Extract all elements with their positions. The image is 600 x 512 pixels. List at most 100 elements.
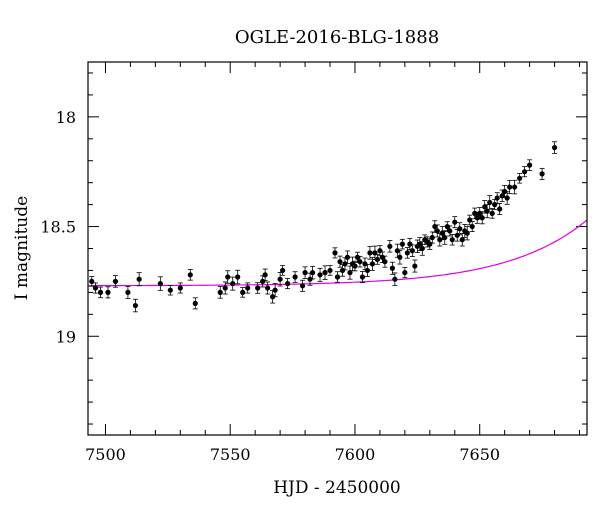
data-point bbox=[434, 224, 440, 238]
data-point bbox=[429, 231, 435, 244]
data-point bbox=[187, 269, 193, 281]
data-point bbox=[105, 286, 111, 299]
data-point bbox=[512, 179, 518, 195]
data-point bbox=[89, 276, 95, 287]
data-point bbox=[97, 286, 104, 299]
data-point bbox=[367, 246, 373, 260]
y-tick-label: 18 bbox=[56, 108, 76, 127]
data-point bbox=[551, 141, 558, 154]
axis-ticks bbox=[88, 62, 587, 435]
y-tick-label: 19 bbox=[56, 327, 76, 346]
data-point bbox=[449, 234, 455, 246]
data-point bbox=[299, 279, 306, 292]
data-point bbox=[136, 272, 142, 287]
data-point bbox=[539, 167, 545, 180]
data-point bbox=[230, 276, 236, 291]
data-point bbox=[362, 257, 368, 271]
data-point bbox=[302, 266, 308, 279]
data-point bbox=[397, 250, 403, 265]
data-point bbox=[447, 225, 453, 237]
data-point bbox=[235, 269, 241, 285]
x-tick-label: 7550 bbox=[210, 445, 251, 464]
y-tick-label: 18.5 bbox=[40, 218, 76, 237]
data-point bbox=[392, 272, 398, 286]
data-point bbox=[217, 286, 223, 299]
data-point bbox=[245, 282, 251, 294]
data-point bbox=[407, 238, 413, 251]
data-point bbox=[272, 283, 278, 298]
data-point bbox=[344, 250, 351, 264]
data-point bbox=[419, 241, 425, 256]
data-point bbox=[402, 267, 408, 279]
data-point bbox=[292, 271, 298, 283]
data-point bbox=[255, 282, 261, 294]
data-point bbox=[507, 180, 513, 194]
data-point bbox=[339, 264, 346, 277]
tick-labels: 7500 7550 7600 7650 18 18.5 19 bbox=[40, 108, 500, 464]
data-points bbox=[89, 141, 558, 313]
data-point bbox=[332, 247, 338, 259]
data-point bbox=[467, 214, 473, 226]
x-tick-label: 7600 bbox=[335, 445, 376, 464]
data-point bbox=[225, 270, 231, 284]
data-point bbox=[280, 265, 286, 276]
data-point bbox=[327, 265, 333, 276]
plot-frame bbox=[87, 61, 588, 436]
data-point bbox=[334, 271, 341, 283]
x-tick-label: 7500 bbox=[85, 445, 126, 464]
chart-title: OGLE-2016-BLG-1888 bbox=[235, 27, 439, 48]
data-point bbox=[387, 240, 393, 253]
data-point bbox=[454, 229, 460, 242]
data-point bbox=[125, 285, 131, 299]
data-point bbox=[522, 166, 528, 178]
data-point bbox=[382, 255, 388, 268]
data-point bbox=[177, 282, 183, 294]
data-point bbox=[399, 238, 405, 250]
data-point bbox=[92, 282, 99, 294]
data-point bbox=[262, 268, 268, 282]
data-point bbox=[265, 281, 271, 295]
data-point bbox=[374, 254, 381, 265]
data-point bbox=[404, 247, 410, 259]
y-axis-label: I magnitude bbox=[12, 196, 32, 300]
data-point bbox=[222, 281, 228, 295]
data-point bbox=[389, 261, 395, 275]
data-point bbox=[494, 192, 500, 204]
data-point bbox=[359, 271, 366, 283]
data-point bbox=[192, 297, 198, 310]
data-point bbox=[167, 284, 173, 296]
data-point bbox=[489, 208, 495, 219]
data-point bbox=[364, 263, 371, 277]
data-point bbox=[469, 221, 475, 233]
data-point bbox=[487, 195, 493, 210]
data-point bbox=[464, 225, 470, 241]
data-point bbox=[317, 267, 323, 282]
data-point bbox=[357, 255, 363, 268]
data-point bbox=[347, 265, 353, 280]
data-point bbox=[452, 216, 458, 229]
data-point bbox=[112, 275, 119, 288]
data-point bbox=[457, 222, 463, 236]
data-point bbox=[309, 265, 316, 280]
data-point bbox=[497, 203, 503, 215]
data-point bbox=[527, 159, 533, 171]
x-axis-label: HJD - 2450000 bbox=[273, 478, 401, 498]
data-point bbox=[337, 255, 343, 268]
data-point bbox=[459, 233, 465, 247]
data-point bbox=[260, 275, 266, 288]
x-tick-label: 7650 bbox=[459, 445, 500, 464]
data-point bbox=[517, 173, 523, 184]
data-point bbox=[352, 260, 358, 272]
data-point bbox=[132, 298, 139, 313]
data-point bbox=[442, 230, 448, 245]
data-point bbox=[504, 191, 510, 205]
data-point bbox=[285, 278, 291, 290]
data-point bbox=[322, 265, 328, 280]
data-point bbox=[479, 211, 485, 225]
data-point bbox=[412, 259, 418, 273]
data-point bbox=[484, 204, 490, 219]
data-point bbox=[409, 244, 415, 257]
data-point bbox=[240, 287, 246, 298]
data-point bbox=[157, 276, 163, 291]
